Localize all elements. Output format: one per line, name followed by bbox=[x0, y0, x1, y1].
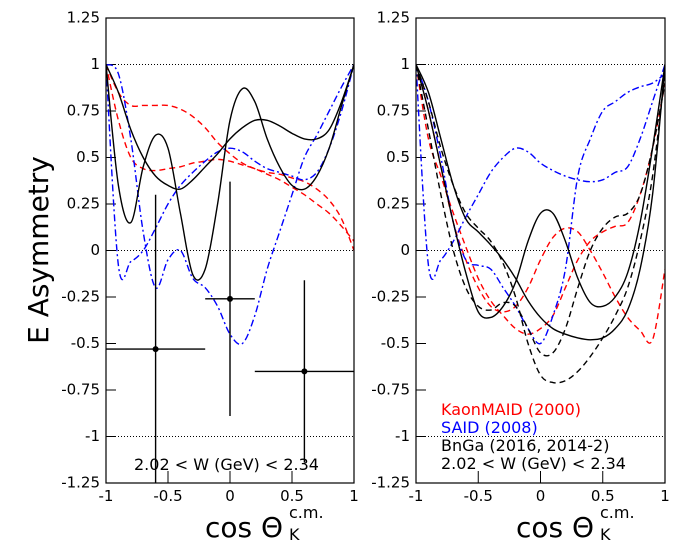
x-tick-label: 0 bbox=[536, 487, 546, 505]
y-tick-label: 0.25 bbox=[67, 195, 100, 213]
model-curve bbox=[416, 64, 665, 384]
y-tick-label: -1.25 bbox=[371, 474, 410, 492]
x-tick-label: 0 bbox=[225, 487, 235, 505]
x-tick-label: 0.5 bbox=[591, 487, 615, 505]
frame bbox=[415, 17, 666, 484]
data-point bbox=[227, 295, 233, 302]
x-axis-label-sub: K bbox=[289, 525, 300, 544]
y-tick-label: -0.25 bbox=[371, 288, 410, 306]
y-tick-label: 1.25 bbox=[67, 9, 100, 27]
x-tick-label: -1 bbox=[409, 487, 424, 505]
annotation: 2.02 < W (GeV) < 2.34 bbox=[134, 455, 319, 474]
x-axis-label-sup: c.m. bbox=[289, 503, 324, 522]
model-curve bbox=[416, 64, 665, 344]
y-tick-label: -1.25 bbox=[61, 474, 100, 492]
y-axis-label: E Asymmetry bbox=[22, 156, 55, 344]
x-axis-label-sub: K bbox=[600, 525, 611, 544]
x-axis-label: cos Θ bbox=[516, 511, 594, 544]
x-tick-label: -1 bbox=[99, 487, 114, 505]
x-tick-label: 1 bbox=[660, 487, 670, 505]
data-point bbox=[301, 368, 308, 375]
model-curve bbox=[416, 64, 665, 357]
y-tick-label: -1 bbox=[395, 427, 410, 445]
legend-entry: SAID (2008) bbox=[441, 418, 538, 437]
model-curve bbox=[416, 64, 665, 280]
model-curve bbox=[106, 63, 354, 345]
y-tick-label: 1 bbox=[400, 55, 410, 73]
model-curve bbox=[106, 64, 354, 242]
data-point bbox=[152, 346, 159, 353]
plot-area bbox=[416, 64, 665, 384]
y-tick-label: -0.25 bbox=[61, 288, 100, 306]
model-curve bbox=[416, 64, 665, 345]
frame bbox=[105, 17, 355, 484]
legend-entry: BnGa (2016, 2014-2) bbox=[441, 436, 609, 455]
plot-area bbox=[106, 63, 354, 483]
y-tick-label: 0 bbox=[400, 241, 410, 259]
model-curve bbox=[416, 64, 665, 335]
y-tick-label: -0.75 bbox=[61, 381, 100, 399]
model-curve bbox=[416, 64, 665, 341]
x-tick-label: -0.5 bbox=[153, 487, 182, 505]
legend-entry: KaonMAID (2000) bbox=[441, 400, 581, 419]
y-tick-label: -0.75 bbox=[371, 381, 410, 399]
x-axis-label: cos Θ bbox=[205, 511, 283, 544]
x-tick-label: 0.5 bbox=[280, 487, 304, 505]
y-tick-label: 0 bbox=[90, 241, 100, 259]
y-tick-label: -1 bbox=[85, 427, 100, 445]
x-axis-label-sup: c.m. bbox=[600, 503, 635, 522]
y-tick-label: 0.25 bbox=[377, 195, 410, 213]
y-tick-label: 1.25 bbox=[377, 9, 410, 27]
model-curve bbox=[106, 64, 354, 251]
y-tick-label: -0.5 bbox=[71, 334, 100, 352]
x-tick-label: -0.5 bbox=[464, 487, 493, 505]
y-tick-label: 1 bbox=[90, 55, 100, 73]
annotation: 2.02 < W (GeV) < 2.34 bbox=[441, 454, 626, 473]
model-curve bbox=[106, 64, 354, 191]
y-tick-label: 0.5 bbox=[76, 148, 100, 166]
model-curve bbox=[416, 64, 665, 319]
y-tick-label: 0.75 bbox=[377, 102, 410, 120]
y-tick-label: 0.5 bbox=[386, 148, 410, 166]
x-tick-label: 1 bbox=[349, 487, 359, 505]
y-tick-label: -0.5 bbox=[381, 334, 410, 352]
y-tick-label: 0.75 bbox=[67, 102, 100, 120]
